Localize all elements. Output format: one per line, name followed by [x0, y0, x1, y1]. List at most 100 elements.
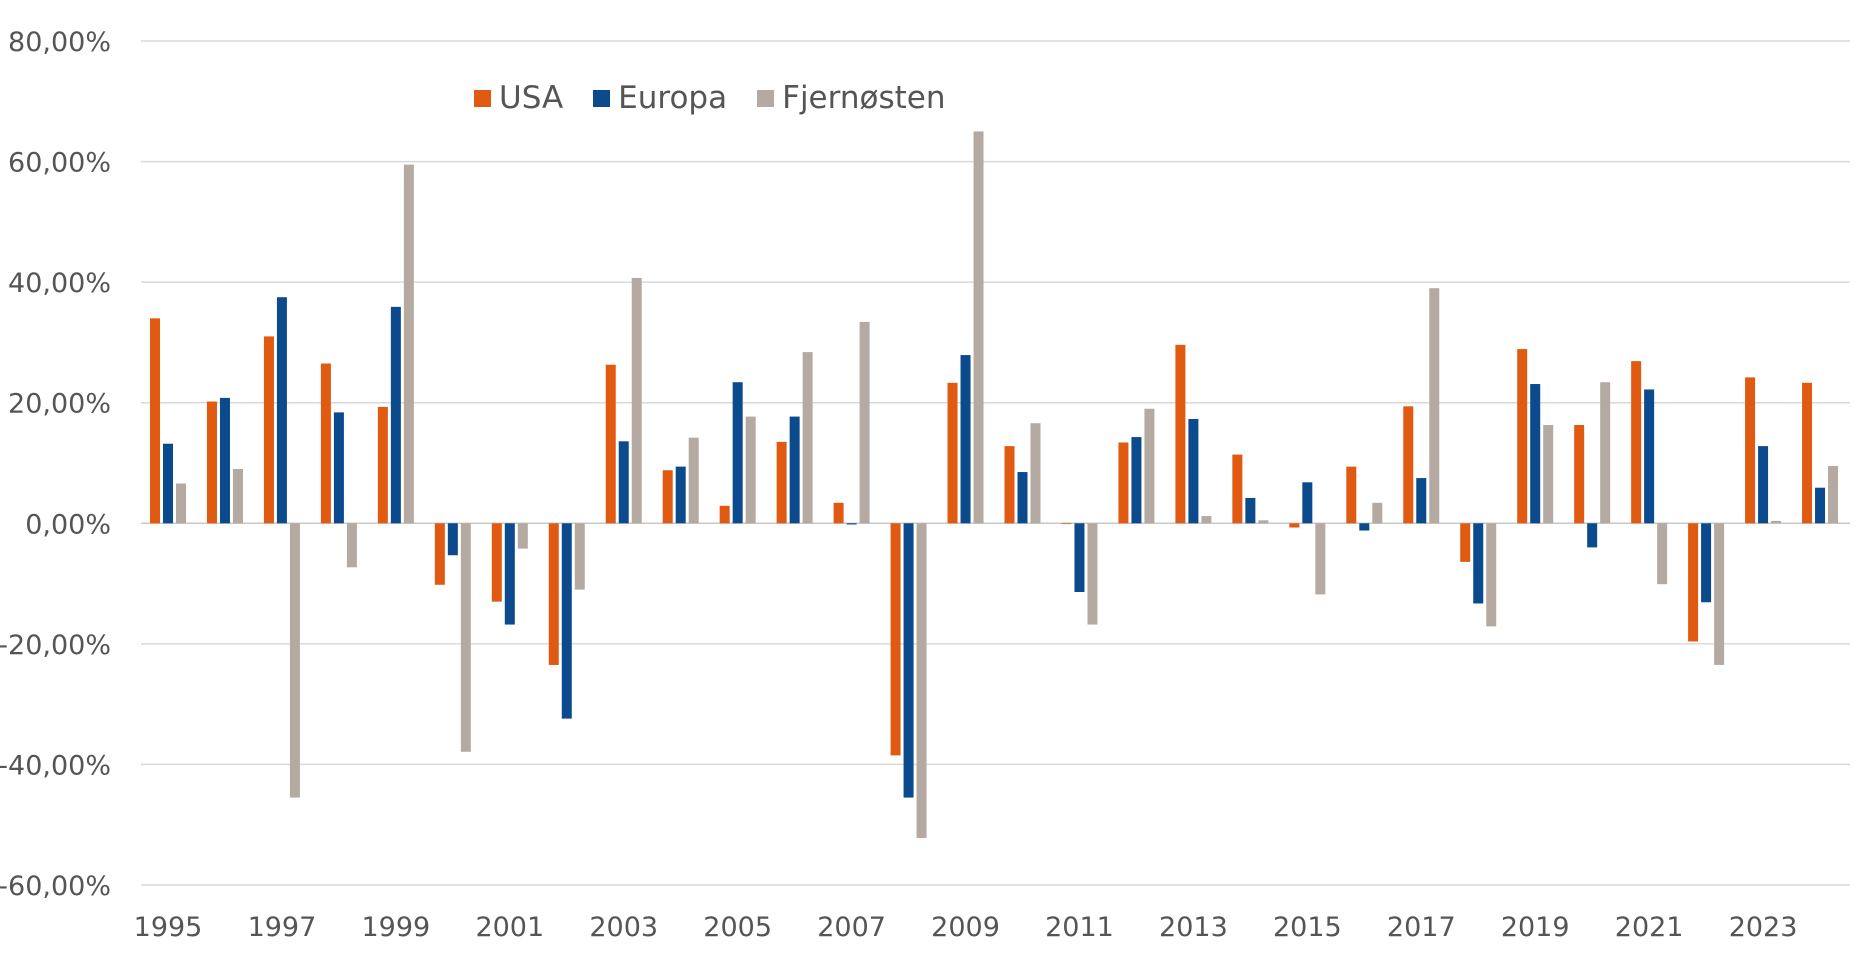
bar-europa-2024: [1815, 487, 1826, 524]
x-tick-label: 2013: [1159, 912, 1228, 943]
x-tick-label: 1997: [248, 912, 317, 943]
bars: [150, 131, 1839, 838]
bar-europa-2016: [1359, 523, 1370, 531]
x-tick-label: 2003: [589, 912, 658, 943]
bar-usa-2004: [662, 470, 673, 524]
bar-usa-2007: [833, 502, 844, 524]
x-tick-label: 2009: [931, 912, 1000, 943]
y-axis-ticks: 80,00% 60,00% 40,00% 20,00% 0,00% -20,00% -40,…: [0, 27, 111, 902]
bar-fjernøsten-2021: [1657, 523, 1668, 585]
bar-europa-2008: [903, 523, 914, 798]
y-tick-label: -20,00%: [0, 630, 111, 661]
bar-fjernøsten-2019: [1543, 425, 1554, 524]
bar-usa-2017: [1403, 406, 1414, 524]
bar-europa-2012: [1131, 437, 1142, 524]
bar-europa-2005: [732, 382, 743, 524]
x-tick-label: 2001: [475, 912, 544, 943]
bar-europa-2017: [1416, 478, 1427, 524]
bar-europa-2013: [1188, 418, 1199, 524]
bar-usa-2015: [1289, 523, 1300, 528]
bar-fjernøsten-2011: [1087, 523, 1098, 625]
bar-fjernøsten-2015: [1315, 523, 1326, 595]
bar-fjernøsten-2009: [973, 131, 984, 524]
bar-fjernøsten-2022: [1714, 523, 1725, 665]
x-tick-label: 2021: [1615, 912, 1684, 943]
bar-europa-2020: [1587, 523, 1598, 548]
bar-fjernøsten-2014: [1258, 520, 1269, 524]
x-tick-label: 2019: [1501, 912, 1570, 943]
bar-europa-2014: [1245, 497, 1256, 524]
bar-usa-1998: [320, 363, 331, 524]
y-tick-label: -40,00%: [0, 750, 111, 781]
bar-fjernøsten-2013: [1201, 516, 1212, 524]
bar-usa-2009: [947, 382, 958, 524]
bar-usa-2003: [605, 364, 616, 524]
bar-fjernøsten-1998: [346, 523, 357, 568]
legend-item-europa: Europa: [593, 80, 727, 116]
bar-fjernøsten-2003: [631, 277, 642, 524]
bar-usa-2014: [1232, 454, 1243, 524]
legend-item-usa: USA: [474, 80, 563, 116]
x-tick-label: 2005: [703, 912, 772, 943]
y-tick-label: -60,00%: [0, 871, 111, 902]
bar-fjernøsten-2017: [1429, 288, 1440, 524]
bar-usa-2010: [1004, 446, 1015, 524]
bar-usa-2005: [719, 505, 730, 524]
bar-europa-2018: [1473, 523, 1484, 604]
bar-usa-2024: [1802, 382, 1813, 524]
bar-fjernøsten-2010: [1030, 423, 1041, 524]
bar-europa-2011: [1074, 523, 1085, 593]
bar-europa-2006: [789, 416, 800, 524]
bar-usa-2013: [1175, 344, 1186, 524]
bar-europa-2001: [504, 523, 515, 625]
legend-label-fjernosten: Fjernøsten: [782, 80, 946, 116]
bar-usa-1995: [150, 318, 160, 524]
bar-usa-2012: [1118, 442, 1129, 524]
bar-fjernøsten-2016: [1372, 502, 1383, 524]
bar-usa-2002: [548, 523, 559, 665]
legend-label-usa: USA: [499, 80, 564, 116]
bar-fjernøsten-2008: [916, 523, 927, 838]
x-tick-label: 2017: [1387, 912, 1456, 943]
bar-usa-2011: [1061, 523, 1072, 525]
x-tick-label: 2007: [817, 912, 886, 943]
legend-swatch-europa: [593, 89, 611, 107]
bar-europa-1996: [219, 397, 230, 524]
legend-swatch-fjernosten: [757, 89, 775, 107]
bar-usa-2021: [1631, 361, 1642, 524]
bar-europa-2007: [846, 523, 857, 525]
bar-fjernøsten-1996: [232, 469, 243, 524]
bar-europa-2010: [1017, 472, 1028, 524]
bar-europa-2002: [561, 523, 572, 719]
bar-europa-2021: [1644, 389, 1655, 524]
bar-usa-1999: [377, 406, 388, 524]
bar-fjernøsten-2012: [1144, 408, 1155, 524]
bar-fjernøsten-2007: [859, 321, 870, 524]
bar-fjernøsten-2002: [574, 523, 585, 590]
bar-usa-2016: [1346, 466, 1357, 524]
bar-europa-2000: [447, 523, 458, 556]
x-tick-label: 2015: [1273, 912, 1342, 943]
bar-fjernøsten-2005: [745, 416, 756, 524]
bar-europa-2022: [1701, 523, 1712, 603]
bar-usa-2019: [1517, 349, 1528, 524]
bar-fjernøsten-1997: [289, 523, 300, 798]
bar-europa-2009: [960, 355, 971, 524]
bar-fjernøsten-2024: [1828, 466, 1839, 524]
x-tick-label: 1995: [134, 912, 203, 943]
bar-usa-1997: [263, 336, 274, 524]
bar-usa-2006: [776, 441, 787, 524]
bar-fjernøsten-2006: [802, 352, 813, 524]
y-tick-label: 40,00%: [8, 268, 111, 299]
bar-fjernøsten-1995: [176, 483, 186, 524]
bar-europa-1995: [163, 443, 173, 524]
legend-item-fjernosten: Fjernøsten: [757, 80, 945, 116]
y-tick-label: 20,00%: [8, 389, 111, 420]
bar-europa-2003: [618, 441, 629, 524]
bar-europa-1997: [276, 297, 287, 524]
bar-usa-2022: [1688, 523, 1699, 642]
y-tick-label: 0,00%: [25, 509, 111, 540]
bar-europa-2004: [675, 466, 686, 524]
